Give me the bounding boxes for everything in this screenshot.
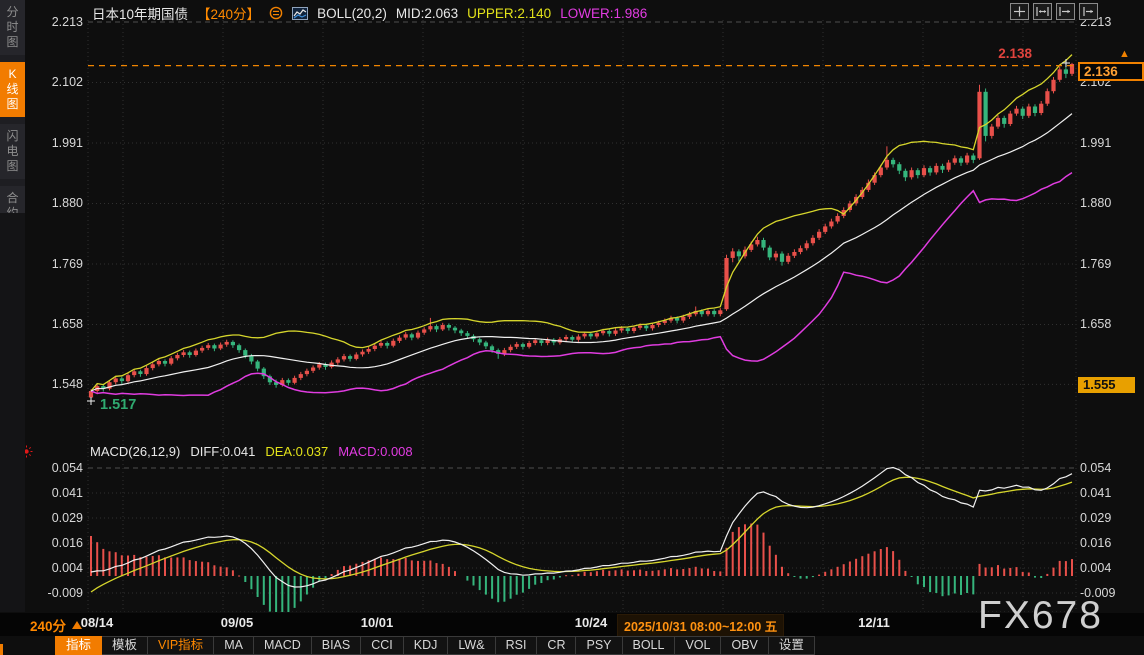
period-up-icon [72, 621, 83, 629]
axis-tick-label: 0.041 [1080, 486, 1112, 500]
brand-watermark: FX678 [978, 594, 1103, 637]
toolbar-item-2[interactable]: VIP指标 [148, 636, 215, 655]
axis-tick-label: 0.016 [1080, 536, 1112, 550]
x-tick-label: 10/24 [574, 615, 608, 630]
sidebar-tab-char: 线 [6, 82, 19, 96]
toolbar-item-3[interactable]: MA [214, 636, 254, 655]
instrument-name: 日本10年期国债 [92, 7, 189, 22]
compress-x-icon[interactable] [1056, 3, 1075, 20]
chart-tools [1010, 3, 1098, 20]
axis-tick-label: 2.102 [51, 75, 83, 90]
axis-tick-label: 0.029 [1080, 511, 1112, 525]
low-price-marker: 1.517 [100, 397, 137, 413]
sidebar-tab-char: 图 [6, 159, 19, 173]
axis-tick-label: 1.658 [1080, 317, 1112, 332]
toolbar-item-6[interactable]: CCI [361, 636, 404, 655]
toolbar-item-15[interactable]: 设置 [768, 636, 815, 655]
x-tick-label: 09/05 [220, 615, 254, 630]
toolbar-item-7[interactable]: KDJ [403, 636, 449, 655]
toolbar-item-5[interactable]: BIAS [311, 636, 362, 655]
axis-tick-label: 0.016 [51, 536, 83, 550]
axis-tick-label: 1.769 [1080, 256, 1112, 271]
toolbar-item-14[interactable]: OBV [721, 636, 769, 655]
axis-tick-label: 0.029 [51, 511, 83, 525]
x-tick-label: 12/11 [858, 615, 890, 630]
boll-upper-readout: UPPER:2.140 [467, 5, 552, 21]
axis-tick-label: -0.009 [47, 586, 83, 600]
macd-params-label: MACD(26,12,9) [90, 444, 181, 459]
sidebar-tab-char: 图 [6, 97, 19, 111]
indicator-toolbar: 指标 模板 VIP指标 MA MACD BIAS CCI KDJ LW& RSI CR PSY BOLL… [55, 636, 815, 655]
axis-tick-label: 1.769 [51, 256, 83, 271]
toolbar-item-11[interactable]: PSY [576, 636, 623, 655]
axis-tick-label: 0.004 [1080, 561, 1112, 575]
axis-tick-label: 2.213 [51, 15, 83, 29]
macd-dea-readout: DEA:0.037 [265, 444, 329, 459]
high-price-marker: 2.138 [998, 46, 1032, 61]
axis-tick-label: 1.880 [1080, 196, 1112, 211]
toolbar-item-13[interactable]: VOL [675, 636, 722, 655]
sidebar-lower-strip [0, 213, 25, 612]
x-tick-label: 10/01 [360, 615, 394, 630]
sidebar-tab-char: 电 [6, 144, 19, 158]
chart-type-icon[interactable] [292, 6, 309, 20]
overlay-icon[interactable] [269, 6, 283, 20]
macd-diff-readout: DIFF:0.041 [190, 444, 256, 459]
axis-tick-label: 0.054 [51, 461, 83, 475]
axis-tick-label: 0.054 [1080, 461, 1112, 475]
sidebar-tab-0[interactable]: 分时图 [0, 0, 25, 55]
toolbar-item-9[interactable]: RSI [495, 636, 538, 655]
axis-tick-label: -0.009 [1080, 586, 1116, 600]
chart-header: 日本10年期国债 【240分】 BOLL(20,2) MID:2.063 UPP… [92, 4, 648, 23]
toolbar-item-0[interactable]: 指标 [55, 636, 103, 655]
toolbar-item-1[interactable]: 模板 [102, 636, 149, 655]
period-label: 240分 [30, 619, 67, 634]
sidebar-tab-char: K [8, 67, 17, 81]
axis-tick-label: 1.548 [51, 377, 83, 392]
last-price-badge: 2.136 [1078, 62, 1144, 81]
boll-mid-readout: MID:2.063 [395, 5, 459, 21]
timeframe-label: 【240分】 [197, 7, 261, 22]
time-axis: 240分 2025/10/31 08:00~12:00 五 08/14 09/05… [0, 613, 1144, 637]
price-up-arrow-icon: ▲ [1119, 48, 1130, 60]
toolbar-item-8[interactable]: LW& [448, 636, 496, 655]
macd-macd-readout: MACD:0.008 [338, 444, 413, 459]
expand-x-icon[interactable] [1033, 3, 1052, 20]
sidebar-tab-2[interactable]: 闪电图 [0, 124, 25, 179]
axis-tick-label: 0.004 [51, 561, 83, 575]
toolbar-item-10[interactable]: CR [537, 636, 577, 655]
chart-canvas[interactable] [25, 0, 1144, 613]
boll-params-label: BOLL(20,2) [317, 5, 387, 21]
boll-lower-readout: LOWER:1.986 [560, 5, 648, 21]
toolbar-item-12[interactable]: BOLL [622, 636, 676, 655]
corner-accent [0, 644, 3, 655]
sidebar-tab-char: 分 [6, 5, 19, 19]
sidebar-tab-char: 时 [6, 20, 19, 34]
axis-tick-label: 1.991 [51, 135, 83, 150]
axis-tick-label: 1.991 [1080, 135, 1112, 150]
selected-bar-time-range: 2025/10/31 08:00~12:00 五 [617, 614, 785, 637]
axis-tick-label: 0.041 [51, 486, 83, 500]
left-sidebar: 分时图K线图闪电图合约资料 [0, 0, 25, 612]
sidebar-tab-char: 图 [6, 35, 19, 49]
shift-right-icon[interactable] [1079, 3, 1098, 20]
sidebar-tab-char: 合 [6, 191, 19, 205]
x-tick-label: 08/14 [80, 615, 114, 630]
sidebar-tab-char: 闪 [6, 129, 19, 143]
move-chart-icon[interactable] [1010, 3, 1029, 20]
toolbar-item-4[interactable]: MACD [253, 636, 312, 655]
low-level-badge: 1.555 [1078, 377, 1135, 393]
period-selector[interactable]: 240分 [30, 615, 83, 635]
macd-header: MACD(26,12,9) DIFF:0.041 DEA:0.037 MACD:… [90, 444, 413, 459]
axis-tick-label: 1.658 [51, 317, 83, 332]
axis-tick-label: 1.880 [51, 196, 83, 211]
